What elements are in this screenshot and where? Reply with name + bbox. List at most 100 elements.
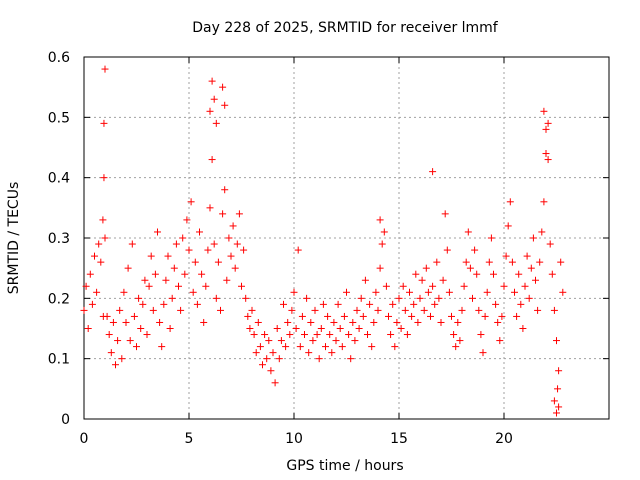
data-point <box>462 258 470 266</box>
tick-labels: 0 5 10 15 20 0 0.1 0.2 0.3 0.4 0.5 0.6 <box>48 50 513 447</box>
data-point <box>175 282 182 290</box>
y-tick-label-2: 0.2 <box>48 291 70 307</box>
data-point <box>179 234 187 242</box>
data-point <box>219 210 227 218</box>
data-point <box>162 276 170 284</box>
data-point <box>263 355 271 363</box>
data-point <box>387 331 395 339</box>
data-point <box>374 306 382 314</box>
data-point <box>206 107 214 115</box>
data-point <box>437 318 445 326</box>
data-point <box>315 355 323 363</box>
data-point <box>445 288 453 296</box>
data-point <box>187 198 195 206</box>
data-point <box>450 331 458 339</box>
data-point <box>343 288 350 296</box>
data-point <box>208 156 216 164</box>
data-point <box>227 252 235 260</box>
data-point <box>368 343 376 351</box>
data-point <box>141 276 149 284</box>
data-point <box>99 312 107 320</box>
data-point <box>418 276 426 284</box>
data-point <box>151 270 159 278</box>
data-point <box>210 240 218 248</box>
data-point <box>473 270 481 278</box>
data-point <box>422 264 430 272</box>
data-point <box>116 306 124 314</box>
data-point <box>406 288 413 296</box>
data-point <box>553 409 560 417</box>
data-point <box>105 331 113 339</box>
data-point <box>559 288 567 296</box>
data-point <box>231 264 239 272</box>
data-point <box>532 276 539 284</box>
data-point <box>554 385 562 393</box>
data-point <box>376 216 384 224</box>
data-point <box>206 204 214 212</box>
data-point <box>370 318 378 326</box>
data-point <box>361 276 369 284</box>
data-point <box>221 101 229 109</box>
data-point <box>336 325 344 332</box>
data-point <box>298 312 306 320</box>
data-point <box>219 83 227 91</box>
data-point <box>397 325 405 332</box>
data-point <box>88 300 96 308</box>
data-point <box>458 306 466 314</box>
data-point <box>99 216 107 224</box>
data-point <box>101 234 109 242</box>
data-point <box>385 312 392 320</box>
data-point <box>555 403 563 411</box>
data-point <box>100 174 108 182</box>
data-point <box>170 264 178 272</box>
data-point <box>223 276 231 284</box>
data-point <box>548 270 556 278</box>
data-point <box>137 325 145 332</box>
data-point <box>246 325 254 332</box>
x-tick-label-1: 5 <box>185 431 194 447</box>
data-point <box>149 306 157 314</box>
data-point <box>202 282 210 290</box>
data-point <box>143 331 151 339</box>
data-point <box>130 312 138 320</box>
data-point <box>401 306 409 314</box>
data-point <box>481 312 489 320</box>
data-point <box>376 264 384 272</box>
data-point <box>229 222 237 230</box>
data-point <box>372 288 380 296</box>
data-point <box>147 252 155 260</box>
data-point <box>433 258 441 266</box>
data-point <box>494 318 502 326</box>
data-point <box>282 343 290 351</box>
data-point <box>536 258 544 266</box>
data-point <box>114 337 122 345</box>
data-point <box>515 270 523 278</box>
data-point <box>542 125 550 133</box>
data-point <box>168 294 176 302</box>
data-point <box>555 367 563 375</box>
data-point <box>429 282 437 290</box>
data-point <box>109 318 117 326</box>
data-point <box>84 325 92 332</box>
data-point <box>508 258 516 266</box>
data-point <box>357 294 365 302</box>
data-point <box>544 119 552 127</box>
data-point <box>521 282 529 290</box>
data-point <box>334 300 342 308</box>
x-tick-label-3: 15 <box>390 431 408 447</box>
data-point <box>529 234 537 242</box>
data-point <box>158 343 166 351</box>
data-point <box>93 288 101 296</box>
data-point <box>517 300 525 308</box>
data-point <box>452 343 460 351</box>
data-point <box>469 294 476 302</box>
data-point <box>145 282 153 290</box>
y-tick-label-3: 0.3 <box>48 231 70 247</box>
data-point <box>250 331 258 339</box>
data-point <box>284 318 292 326</box>
data-point <box>464 228 472 236</box>
data-point <box>118 355 126 363</box>
data-point <box>107 349 115 357</box>
data-point <box>244 312 252 320</box>
data-point <box>483 288 491 296</box>
